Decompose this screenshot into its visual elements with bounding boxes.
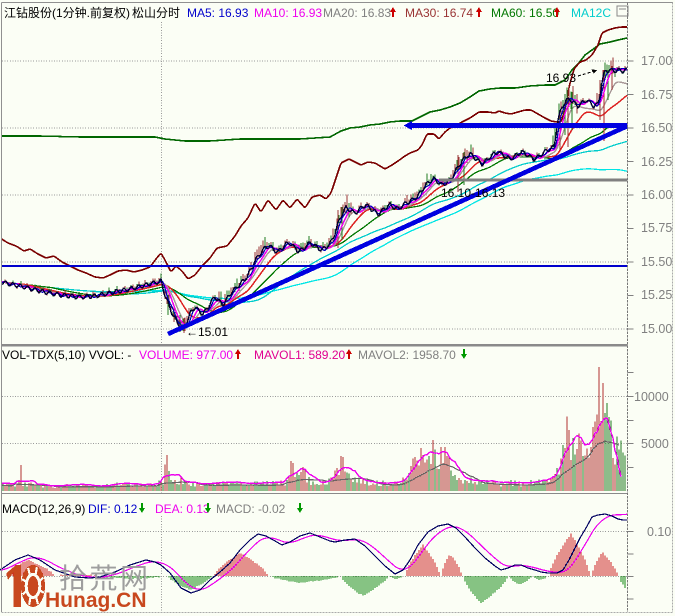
svg-text:MACD(12,26,9): MACD(12,26,9) [2, 502, 85, 516]
svg-text:MAVOL1: 589.20: MAVOL1: 589.20 [254, 348, 345, 362]
svg-text:0.10: 0.10 [647, 525, 671, 539]
svg-text:10000: 10000 [634, 390, 669, 404]
svg-text:DEA: 0.13: DEA: 0.13 [155, 502, 210, 516]
svg-text:VOLUME: 977.00: VOLUME: 977.00 [139, 348, 233, 362]
svg-text:Hunag.CN: Hunag.CN [45, 589, 147, 612]
svg-text:16.93: 16.93 [546, 71, 576, 85]
svg-text:15.75: 15.75 [641, 221, 672, 235]
svg-text:15.00: 15.00 [641, 322, 672, 336]
svg-text:16.10-16.13: 16.10-16.13 [441, 186, 505, 200]
svg-text:MA12C: MA12C [571, 6, 611, 20]
svg-text:MA20: 16.83: MA20: 16.83 [323, 6, 391, 20]
svg-text:16.50: 16.50 [641, 121, 672, 135]
svg-text:MA60: 16.50: MA60: 16.50 [491, 6, 559, 20]
svg-text:15.25: 15.25 [641, 288, 672, 302]
svg-text:MACD: -0.02: MACD: -0.02 [216, 502, 286, 516]
svg-text:江钻股份(1分钟.前复权): 江钻股份(1分钟.前复权) [4, 5, 130, 20]
svg-text:拾荒网: 拾荒网 [59, 563, 151, 594]
svg-text:MAVOL2: 1958.70: MAVOL2: 1958.70 [358, 348, 456, 362]
svg-text:MA10: 16.93: MA10: 16.93 [254, 6, 322, 20]
svg-text:16.25: 16.25 [641, 155, 672, 169]
svg-text:15.50: 15.50 [641, 255, 672, 269]
svg-text:←15.01: ←15.01 [186, 325, 228, 339]
svg-text:MA30: 16.74: MA30: 16.74 [405, 6, 473, 20]
svg-text:MA5: 16.93: MA5: 16.93 [187, 6, 249, 20]
svg-text:松山分时: 松山分时 [132, 6, 180, 20]
svg-text:16.00: 16.00 [641, 188, 672, 202]
svg-text:5000: 5000 [641, 437, 669, 451]
svg-text:VOL-TDX(5,10) VVOL: -: VOL-TDX(5,10) VVOL: - [2, 348, 131, 362]
svg-text:DIF: 0.12: DIF: 0.12 [88, 502, 138, 516]
svg-text:17.00: 17.00 [641, 54, 672, 68]
svg-text:16.75: 16.75 [641, 88, 672, 102]
